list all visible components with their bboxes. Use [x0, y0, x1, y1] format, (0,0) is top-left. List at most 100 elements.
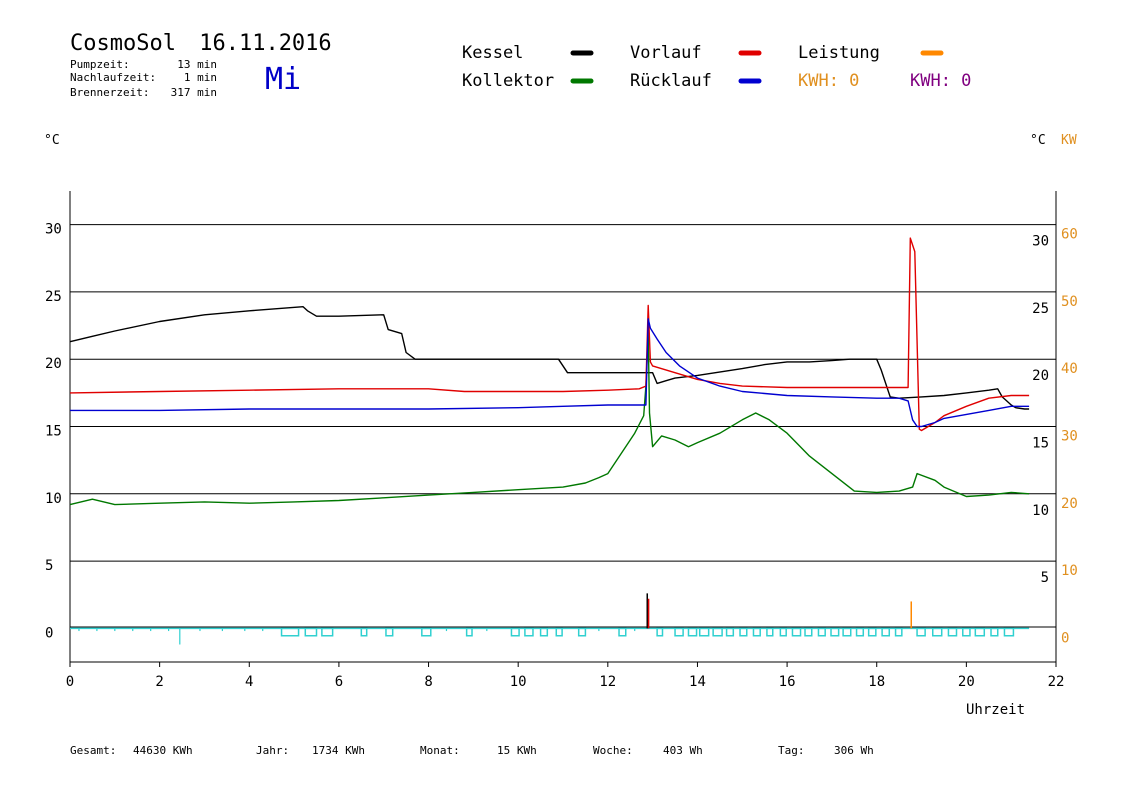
pump-pulse-32	[916, 627, 926, 637]
info-label-pumpzeit: Pumpzeit:	[70, 58, 130, 71]
y-tick-right-kw-60: 60	[1061, 227, 1078, 243]
y-tick-right-c-25: 25	[1032, 301, 1049, 317]
footer-label-gesamt: Gesamt:	[70, 744, 116, 757]
pump-pulse-3	[360, 627, 368, 637]
y-tick-right-kw-40: 40	[1061, 361, 1078, 377]
info-block: Pumpzeit: 13 min Nachlaufzeit: 1 min Bre…	[70, 58, 217, 99]
info-label-nachlaufzeit: Nachlaufzeit:	[70, 71, 156, 84]
x-tick-4: 4	[245, 674, 253, 690]
x-tick-22: 22	[1048, 674, 1065, 690]
grid-lines	[70, 224, 1056, 562]
legend-label-leistung: Leistung	[798, 43, 880, 63]
info-value-brennerzeit: 317 min	[171, 86, 217, 99]
footer-value-woche: 403 Wh	[663, 744, 703, 757]
date: 16.11.2016	[199, 31, 331, 56]
x-tick-8: 8	[424, 674, 432, 690]
pump-pulse-36	[974, 627, 986, 637]
y-tick-right-c-5: 5	[1041, 570, 1049, 586]
pump-pulse-14	[674, 627, 684, 637]
pump-pulse-26	[830, 627, 840, 637]
pump-pulse-18	[725, 627, 735, 637]
legend-label-ruecklauf: Rücklauf	[630, 71, 712, 91]
info-value-nachlaufzeit: 1 min	[184, 71, 217, 84]
x-tick-20: 20	[958, 674, 975, 690]
y-tick-left-30: 30	[45, 222, 62, 238]
y-tick-left-15: 15	[45, 424, 62, 440]
x-tick-0: 0	[66, 674, 74, 690]
pump-pulse-31	[894, 627, 903, 637]
footer-totals: Gesamt: 44630 KWh Jahr: 1734 KWh Monat: …	[70, 744, 874, 757]
x-tick-14: 14	[689, 674, 706, 690]
y-tick-right-c-30: 30	[1032, 234, 1049, 250]
y-tick-labels-right-kw: 0 10 20 30 40 50 60	[1061, 227, 1078, 647]
legend-label-vorlauf: Vorlauf	[630, 43, 702, 63]
legend-kwh-1: KWH: 0	[798, 71, 859, 91]
footer-label-tag: Tag:	[778, 744, 805, 757]
x-tick-16: 16	[779, 674, 796, 690]
footer-value-jahr: 1734 KWh	[312, 744, 365, 757]
pump-pulse-0	[280, 627, 300, 637]
y-axis-unit-left: °C	[44, 133, 60, 148]
pump-pulse-7	[510, 627, 520, 637]
series-line-kollektor	[69, 331, 1030, 506]
x-tick-labels: 0 2 4 6 8 10 12 14 16 18 20 22	[66, 662, 1065, 690]
pump-pulse-25	[817, 627, 826, 637]
pump-pulse-35	[962, 627, 971, 637]
series-lines	[69, 237, 1030, 506]
pump-pulse-30	[881, 627, 891, 637]
pump-pulse-9	[539, 627, 549, 637]
y-axis-unit-right-kw: KW	[1061, 133, 1077, 148]
y-tick-left-20: 20	[45, 356, 62, 372]
info-value-pumpzeit: 13 min	[177, 58, 217, 71]
y-tick-labels-left: 0 5 10 15 20 25 30	[45, 222, 62, 642]
footer-label-woche: Woche:	[593, 744, 633, 757]
y-tick-right-kw-30: 30	[1061, 429, 1078, 445]
y-tick-left-25: 25	[45, 289, 62, 305]
leistung-spikes	[646, 593, 912, 629]
y-tick-left-5: 5	[45, 558, 53, 574]
y-axis-unit-right-c: °C	[1030, 133, 1046, 148]
pump-pulse-20	[752, 627, 761, 637]
series-line-kessel	[69, 306, 1030, 410]
legend: Kessel Kollektor Vorlauf Rücklauf Leistu…	[462, 43, 971, 91]
pump-pulse-27	[842, 627, 852, 637]
pump-pulse-33	[932, 627, 943, 637]
pump-pulse-37	[990, 627, 999, 637]
x-axis-label: Uhrzeit	[966, 702, 1025, 718]
legend-kwh-2: KWH: 0	[910, 71, 971, 91]
series-line-ruecklauf	[70, 318, 1030, 428]
series-line-vorlauf	[69, 237, 1030, 432]
pump-pulse-13	[656, 627, 664, 637]
weekday: Mi	[265, 62, 301, 97]
pump-pulse-29	[867, 627, 877, 637]
x-tick-6: 6	[335, 674, 343, 690]
legend-label-kollektor: Kollektor	[462, 71, 554, 91]
info-label-brennerzeit: Brennerzeit:	[70, 86, 149, 99]
app-name: CosmoSol	[70, 31, 176, 56]
pump-pulse-8	[524, 627, 534, 637]
y-tick-left-0: 0	[45, 625, 53, 641]
pump-pulse-10	[555, 627, 563, 637]
pump-pulse-5	[421, 627, 432, 637]
pump-pulse-38	[1003, 627, 1015, 637]
pump-pulse-12	[618, 627, 627, 637]
pump-signal	[70, 627, 1030, 645]
y-tick-left-10: 10	[45, 491, 62, 507]
pump-pulse-24	[804, 627, 813, 637]
x-tick-10: 10	[510, 674, 527, 690]
footer-label-jahr: Jahr:	[256, 744, 289, 757]
y-tick-right-kw-0: 0	[1061, 630, 1069, 646]
title: CosmoSol 16.11.2016	[70, 31, 332, 56]
pump-pulse-23	[791, 627, 802, 637]
legend-label-kessel: Kessel	[462, 43, 523, 63]
pump-pulse-34	[947, 627, 958, 637]
pump-pulse-11	[577, 627, 587, 637]
x-tick-18: 18	[868, 674, 885, 690]
pump-pulse-28	[855, 627, 865, 637]
pump-pulse-16	[698, 627, 710, 637]
pump-pulse-15	[687, 627, 698, 637]
footer-value-monat: 15 KWh	[497, 744, 537, 757]
pump-pulse-17	[712, 627, 723, 637]
footer-value-gesamt: 44630 KWh	[133, 744, 193, 757]
